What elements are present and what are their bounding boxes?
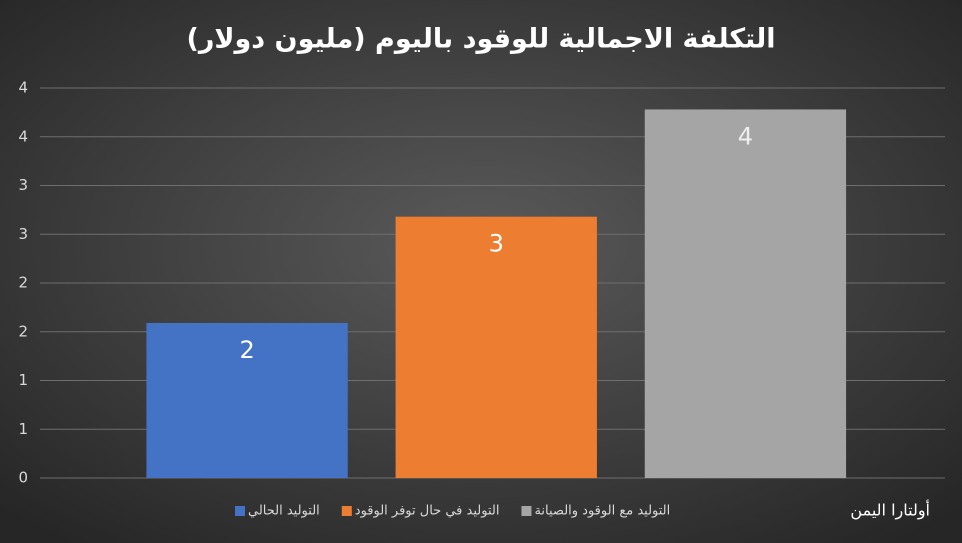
y-tick-label: 0	[18, 469, 28, 487]
y-tick-label: 1	[18, 371, 28, 389]
y-tick-label: 2	[18, 274, 28, 292]
legend-label: التوليد الحالي	[248, 504, 320, 519]
legend-swatch	[341, 506, 352, 516]
legend-swatch	[521, 506, 532, 516]
annotation: أولتارا اليمن	[850, 500, 930, 521]
y-tick-label: 4	[18, 127, 28, 145]
y-tick-label: 3	[18, 225, 28, 243]
y-tick-label: 4	[18, 79, 28, 97]
value-label: 4	[738, 122, 753, 150]
bar	[644, 109, 847, 478]
value-label: 3	[489, 230, 504, 258]
y-tick-label: 3	[18, 176, 28, 194]
legend-label: التوليد مع الوقود والصيانة	[534, 504, 670, 519]
y-tick-label: 1	[18, 420, 28, 438]
chart-title: التكلفة الاجمالية للوقود باليوم (مليون د…	[187, 24, 776, 55]
y-tick-label: 2	[18, 322, 28, 340]
bar	[146, 322, 348, 478]
bar	[395, 216, 597, 478]
legend-swatch	[235, 506, 245, 516]
legend-label: التوليد في حال توفر الوقود	[355, 504, 500, 519]
value-label: 2	[239, 336, 254, 364]
